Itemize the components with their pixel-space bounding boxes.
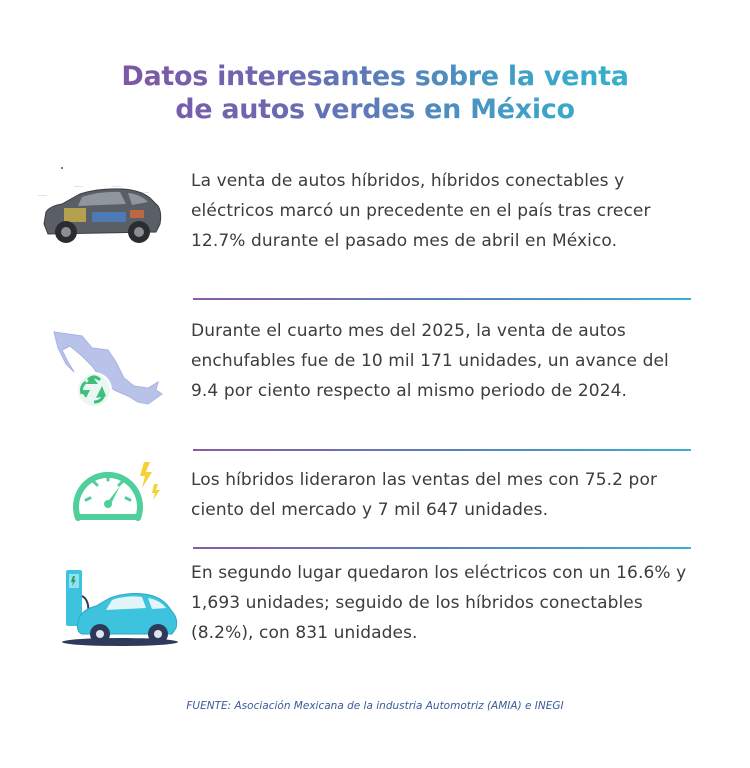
electric-car-charger-icon [62,570,178,646]
title-line-1: Datos interesantes sobre la venta [121,61,629,92]
svg-text:———: ——— [38,193,47,197]
page-title: Datos interesantes sobre la venta de aut… [0,60,750,126]
fact-text-4: En segundo lugar quedaron los eléctricos… [191,563,687,643]
title-line-2: de autos verdes en México [175,94,575,125]
fact-text-3: Los híbridos lideraron las ventas del me… [191,470,658,520]
svg-text:———: ——— [74,184,83,188]
speedometer-bolt-icon [73,462,160,521]
fact-text-1: La venta de autos híbridos, híbridos con… [191,171,651,251]
divider-2 [193,449,691,451]
divider-3 [193,547,691,549]
hybrid-car-cutaway-icon: ——— ——— ——— ——— [38,167,162,243]
mexico-map-recycle-icon [53,331,163,408]
divider-1 [193,298,691,300]
source-note: FUENTE: Asociación Mexicana de la indust… [186,700,564,712]
fact-text-2: Durante el cuarto mes del 2025, la venta… [191,321,669,401]
svg-text:———: ——— [140,190,149,194]
svg-text:———: ——— [112,184,121,188]
